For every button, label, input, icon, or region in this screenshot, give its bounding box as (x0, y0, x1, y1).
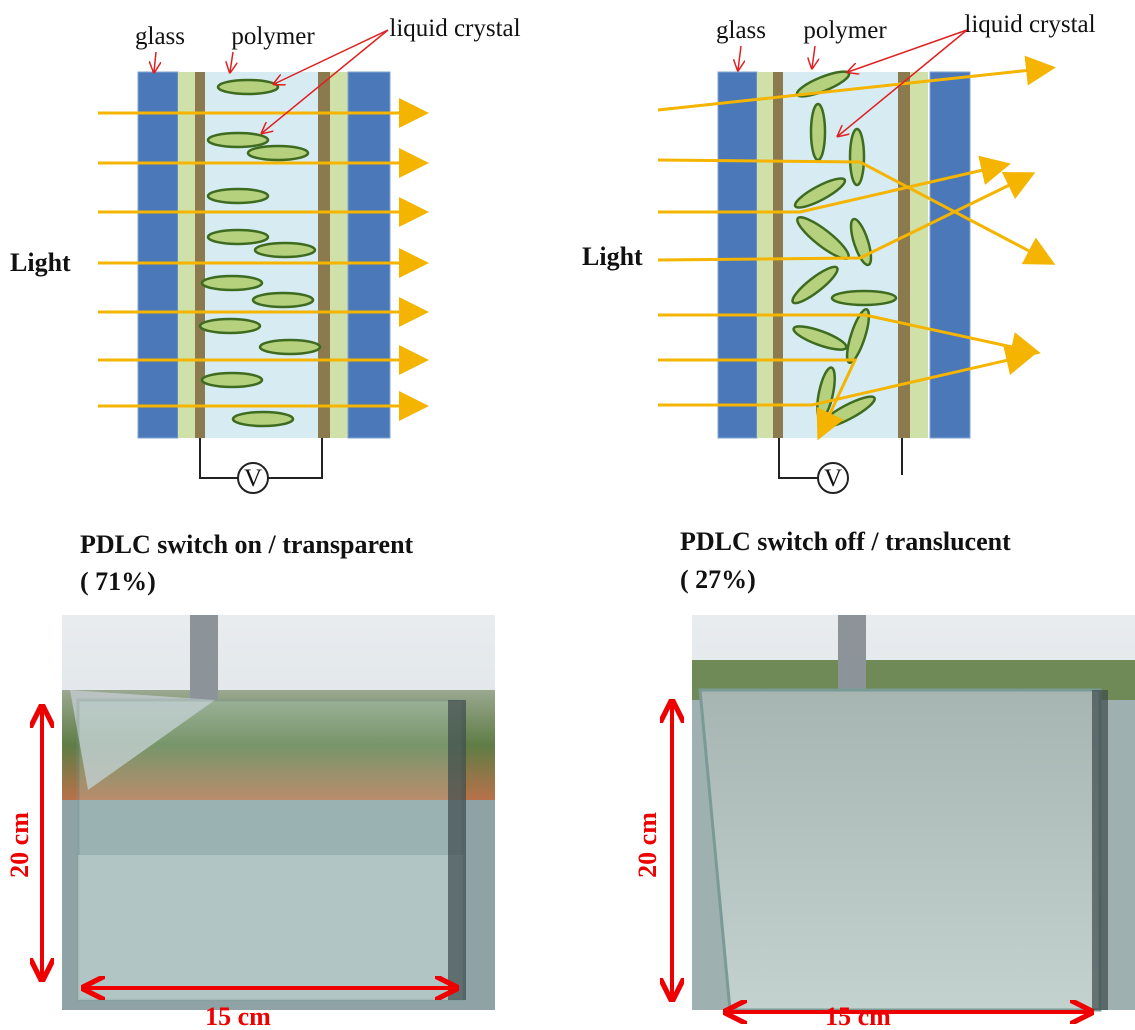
light-label: Light (10, 248, 71, 277)
glass-label: glass (135, 23, 185, 50)
glass-label: glass (716, 17, 766, 44)
polymer-label: polymer (803, 17, 887, 44)
photo-translucent (692, 615, 1135, 1010)
percent: ( 71%) (80, 567, 156, 596)
width-label: 15 cm (205, 1002, 271, 1030)
liquid-crystal-label: liquid crystal (389, 15, 520, 42)
voltmeter-label: V (824, 465, 842, 492)
diagram-on: V glass polymer liquid crystal Light (10, 15, 521, 493)
caption: PDLC switch off / translucent (680, 527, 1011, 556)
percent: ( 27%) (680, 565, 756, 594)
voltmeter-label: V (244, 465, 262, 492)
liquid-crystal-label: liquid crystal (964, 11, 1095, 38)
polymer-label: polymer (231, 23, 315, 50)
caption: PDLC switch on / transparent (80, 530, 414, 559)
diagram-off: V glass polymer liquid crystal Light (582, 11, 1096, 493)
light-label: Light (582, 242, 643, 271)
figure: V glass polymer liquid crystal Light V g… (0, 0, 1135, 1030)
photo-transparent (62, 615, 495, 1010)
width-label: 15 cm (825, 1002, 891, 1030)
height-label: 20 cm (5, 812, 34, 878)
height-label: 20 cm (633, 812, 662, 878)
